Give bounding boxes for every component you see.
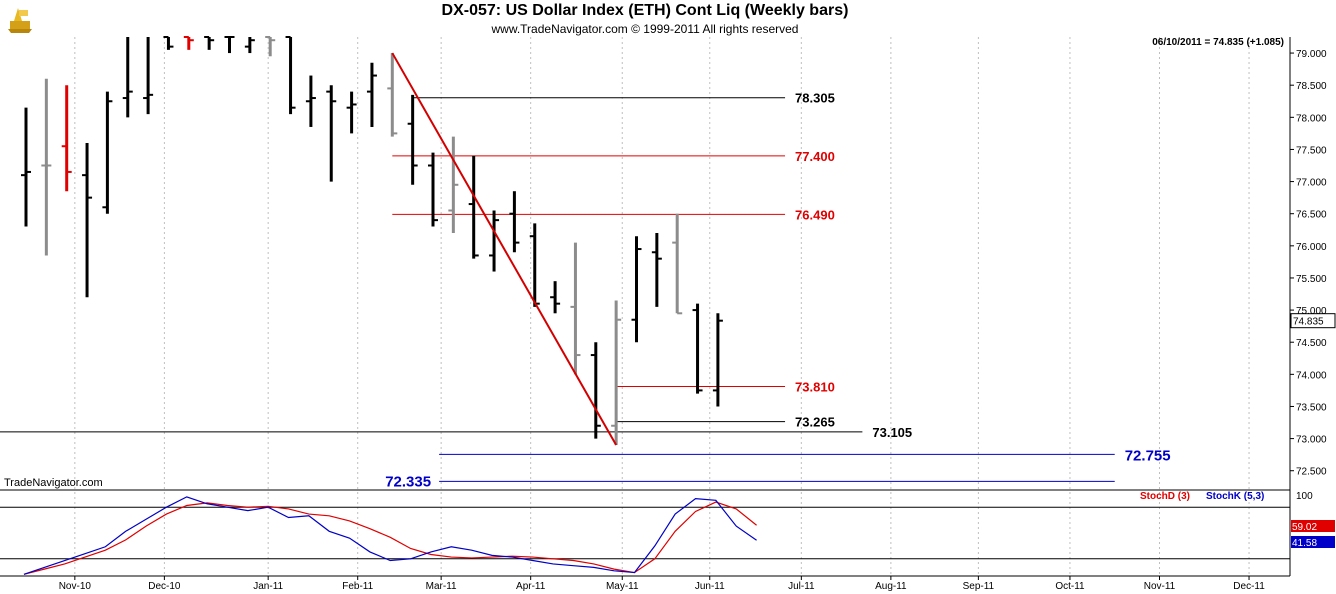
x-tick-label: Aug-11 bbox=[875, 581, 907, 592]
grid-lines bbox=[74, 37, 1250, 576]
level-label: 72.755 bbox=[1125, 447, 1171, 464]
y-tick-label: 74.000 bbox=[1296, 370, 1327, 381]
ohlc-bar bbox=[244, 37, 255, 54]
y-tick-label: 73.500 bbox=[1296, 402, 1327, 413]
last-price-box bbox=[1290, 313, 1336, 329]
stoch-last-value-label: 59.02 bbox=[1292, 522, 1317, 533]
x-tick-label: Jan-11 bbox=[253, 581, 283, 592]
y-tick-label: 76.000 bbox=[1296, 242, 1327, 253]
ohlc-bar bbox=[163, 36, 174, 50]
ohlc-bar bbox=[305, 75, 316, 127]
tradenavigator-logo-icon bbox=[2, 2, 36, 34]
ohlc-bar bbox=[611, 300, 622, 446]
ohlc-bar bbox=[590, 342, 601, 439]
trendline bbox=[391, 52, 618, 446]
ohlc-bar bbox=[631, 236, 642, 343]
x-tick-label: Nov-10 bbox=[59, 581, 92, 592]
price-readout: 06/10/2011 = 74.835 (+1.085) bbox=[1152, 37, 1284, 48]
ohlc-bar bbox=[448, 136, 459, 233]
ohlc-bar bbox=[712, 313, 723, 407]
ohlc-bar bbox=[265, 36, 276, 57]
price-levels: 78.305 77.400 76.490 73.810 73.265 73.105 72.7… bbox=[0, 91, 1171, 490]
level-label: 73.265 bbox=[795, 415, 835, 430]
x-tick-label: May-11 bbox=[606, 581, 639, 592]
ohlc-bar bbox=[509, 191, 520, 253]
ohlc-bar bbox=[489, 210, 500, 272]
copyright-text: www.TradeNavigator.com © 1999-2011 All r… bbox=[491, 22, 799, 36]
stoch-last-value-box bbox=[1291, 536, 1335, 548]
price-bars bbox=[21, 36, 723, 446]
ohlc-bar bbox=[570, 242, 581, 375]
ohlc-bar bbox=[346, 91, 357, 134]
trendline-group bbox=[391, 52, 618, 446]
ohlc-bar bbox=[102, 91, 113, 214]
ohlc-bar bbox=[41, 78, 52, 256]
y-tick-label: 73.000 bbox=[1296, 435, 1327, 446]
x-tick-label: Dec-10 bbox=[148, 581, 181, 592]
level-label: 77.400 bbox=[795, 149, 835, 164]
y-tick-label: 75.000 bbox=[1296, 306, 1327, 317]
stoch-last-value-box bbox=[1291, 520, 1335, 532]
x-tick-label: Sep-11 bbox=[963, 581, 995, 592]
x-tick-label: Jul-11 bbox=[788, 581, 815, 592]
stochastic-panel: 100 59.02 41.58 bbox=[0, 491, 1335, 575]
last-price-label: 74.835 bbox=[1293, 317, 1324, 328]
level-label: 76.490 bbox=[795, 207, 835, 222]
level-label: 78.305 bbox=[795, 91, 835, 106]
ohlc-bar bbox=[672, 213, 683, 315]
ohlc-bar bbox=[21, 107, 31, 227]
x-tick-label: Mar-11 bbox=[426, 581, 457, 592]
ohlc-bar bbox=[651, 232, 662, 307]
brand-label: TradeNavigator.com bbox=[4, 477, 103, 489]
stoch-last-value-label: 41.58 bbox=[1292, 538, 1317, 549]
ohlc-bar bbox=[692, 303, 703, 394]
ohlc-bar bbox=[183, 36, 194, 50]
chart-title: DX-057: US Dollar Index (ETH) Cont Liq (… bbox=[441, 2, 849, 19]
ohlc-bar bbox=[143, 37, 154, 115]
y-tick-label: 72.500 bbox=[1296, 467, 1327, 478]
level-label: 73.105 bbox=[872, 425, 912, 440]
ohlc-bar bbox=[61, 85, 72, 192]
axes-group: 72.500 73.000 73.500 74.000 74.500 75.000 75.5… bbox=[0, 37, 1336, 592]
ohlc-bar bbox=[122, 37, 133, 118]
ohlc-bar bbox=[204, 36, 215, 50]
ohlc-bar bbox=[468, 155, 479, 259]
y-tick-label: 78.000 bbox=[1296, 113, 1327, 124]
stoch-y-tick-label: 100 bbox=[1296, 491, 1313, 502]
y-tick-label: 77.500 bbox=[1296, 145, 1327, 156]
x-tick-label: Jun-11 bbox=[695, 581, 725, 592]
ohlc-bar bbox=[224, 36, 235, 54]
x-tick-label: Feb-11 bbox=[342, 581, 373, 592]
level-label: 72.335 bbox=[385, 473, 431, 490]
ohlc-bar bbox=[407, 94, 418, 185]
stoch-series-line bbox=[23, 496, 757, 575]
y-tick-label: 76.500 bbox=[1296, 210, 1327, 221]
ohlc-bar bbox=[428, 152, 438, 227]
y-tick-label: 78.500 bbox=[1296, 81, 1327, 92]
ohlc-bar bbox=[550, 281, 561, 314]
y-tick-label: 77.000 bbox=[1296, 178, 1327, 189]
x-tick-label: Oct-11 bbox=[1055, 581, 1085, 592]
legend-stoch-d: StochD (3) bbox=[1140, 491, 1190, 502]
stoch-series-line bbox=[23, 501, 757, 575]
ohlc-bar bbox=[82, 143, 93, 298]
ohlc-bar bbox=[366, 62, 377, 127]
legend-stoch-k: StochK (5,3) bbox=[1206, 491, 1265, 502]
ohlc-bar bbox=[387, 53, 398, 137]
ohlc-bar bbox=[326, 85, 337, 182]
y-tick-label: 74.500 bbox=[1296, 338, 1327, 349]
ohlc-bar bbox=[529, 223, 540, 307]
x-tick-label: Dec-11 bbox=[1233, 581, 1265, 592]
x-tick-label: Apr-11 bbox=[516, 581, 546, 592]
y-tick-label: 79.000 bbox=[1296, 49, 1327, 60]
x-tick-label: Nov-11 bbox=[1144, 581, 1176, 592]
y-tick-label: 75.500 bbox=[1296, 274, 1327, 285]
ohlc-bar bbox=[285, 36, 296, 115]
level-label: 73.810 bbox=[795, 380, 835, 395]
